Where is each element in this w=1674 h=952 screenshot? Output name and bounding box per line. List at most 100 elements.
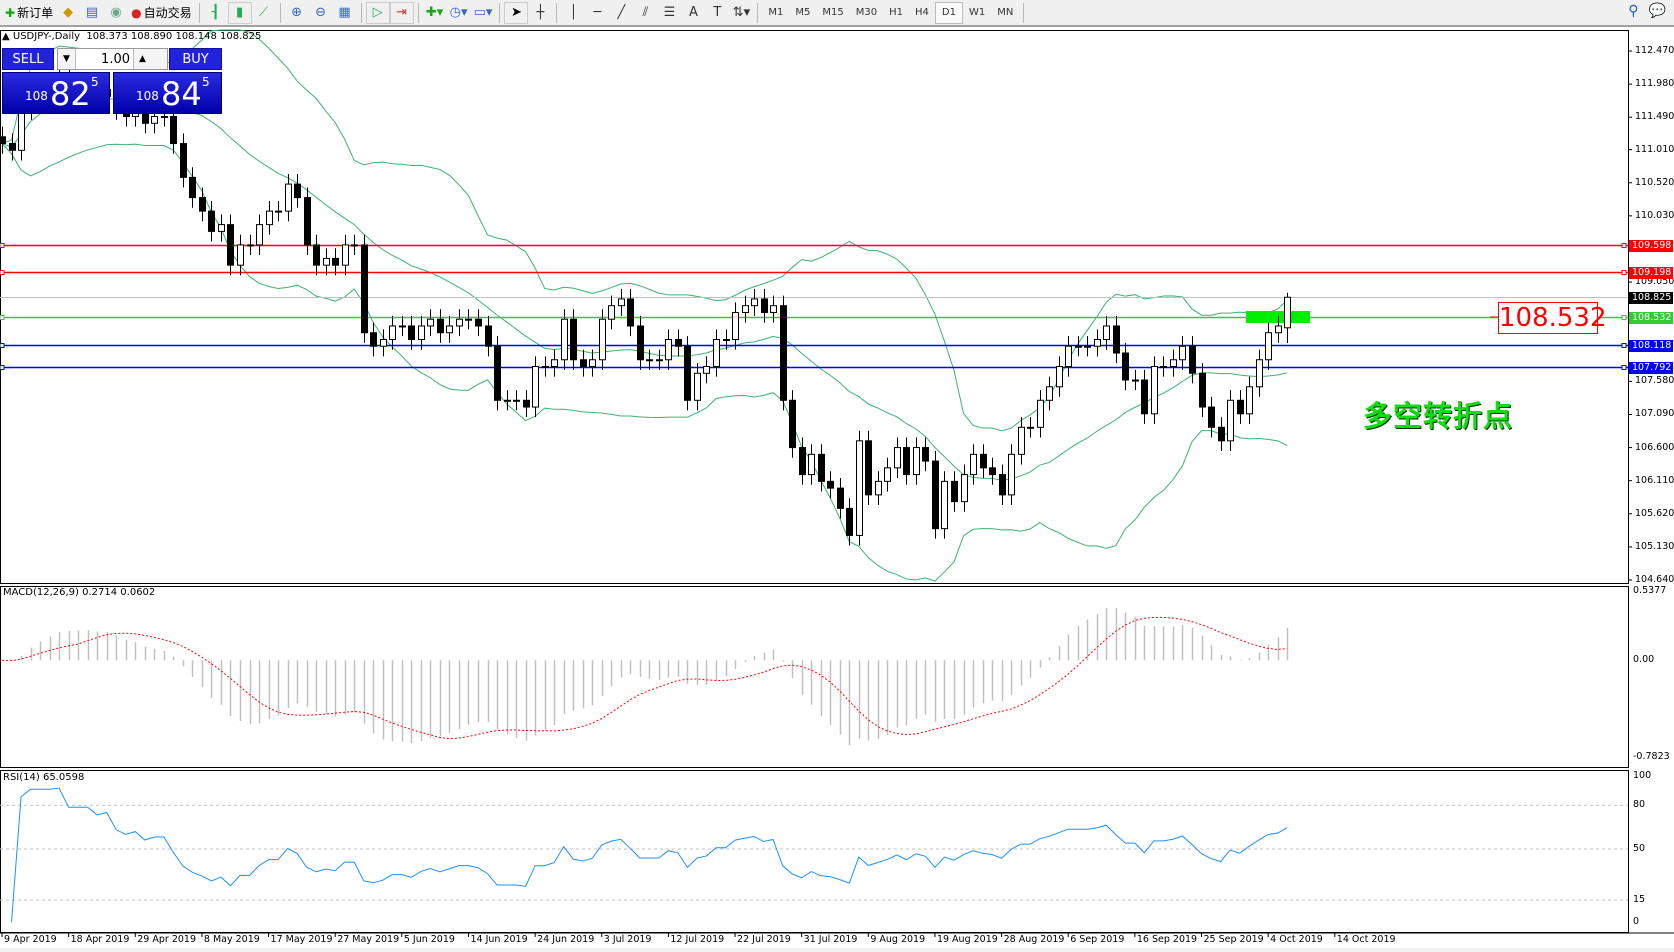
chart-shift-button[interactable]: ⇥: [389, 1, 414, 24]
candle-bear: [865, 440, 872, 496]
text-label-icon: T: [713, 5, 722, 20]
navigator-icon: ▤: [85, 5, 99, 20]
navigator-button[interactable]: ▤: [80, 2, 104, 24]
candle-bear: [827, 480, 834, 489]
price-annotation-label[interactable]: 108.532: [1498, 302, 1607, 334]
date-label: 25 Sep 2019: [1203, 934, 1264, 945]
text-label-button[interactable]: T: [705, 2, 729, 24]
new-order-button[interactable]: ✚ 新订单: [2, 2, 56, 24]
line-chart-button[interactable]: ⟋: [252, 2, 276, 24]
timeframe-d1[interactable]: D1: [934, 1, 963, 24]
candle-bear: [675, 338, 682, 347]
candle-bear: [1208, 406, 1215, 428]
market-watch-button[interactable]: ◆: [56, 2, 80, 24]
candle-bull: [561, 318, 568, 361]
rsi-panel: [0, 770, 1629, 933]
candle-bear: [1199, 372, 1206, 408]
buy-price-box[interactable]: 108 84 5: [113, 72, 222, 114]
indicators-icon: ✚▾: [425, 5, 444, 20]
bollinger-middle: [1, 98, 1288, 481]
candle-bear: [475, 318, 482, 327]
timeframe-m15[interactable]: M15: [822, 7, 844, 18]
lot-increase-button[interactable]: ▲: [139, 54, 146, 64]
price-tick-label: 106.110: [1635, 474, 1674, 486]
candle-bear: [837, 487, 844, 509]
candle-bull: [256, 224, 263, 246]
vertical-line-button[interactable]: │: [561, 2, 585, 24]
timeframe-w1[interactable]: W1: [968, 7, 986, 18]
date-label: 27 May 2019: [337, 934, 400, 945]
auto-scroll-button[interactable]: ▷: [365, 1, 390, 24]
horizontal-line-icon: ─: [593, 5, 602, 20]
zoom-out-button[interactable]: ⊖: [309, 2, 333, 24]
timeframe-m5[interactable]: M5: [795, 7, 811, 18]
candle-bull: [504, 399, 511, 402]
candle-bull: [713, 338, 720, 368]
timeframe-m30[interactable]: M30: [855, 7, 878, 18]
buy-button[interactable]: BUY: [169, 48, 222, 70]
search-icon[interactable]: ⚲: [1628, 3, 1639, 19]
hline-handle: [0, 243, 5, 248]
candle-bear: [304, 197, 311, 246]
indicators-button[interactable]: ✚▾: [423, 2, 447, 24]
candle-bull: [1018, 426, 1025, 455]
toolbar-right: ⚲ 💬: [1628, 3, 1666, 19]
text-button[interactable]: A: [681, 2, 705, 24]
divider: [499, 2, 501, 23]
auto-trading-button[interactable]: ● 自动交易: [128, 2, 195, 24]
divider: [417, 2, 419, 23]
price-line-label: 107.792: [1629, 361, 1673, 374]
macd-tick-label: -0.7823: [1633, 751, 1670, 762]
trendline-button[interactable]: ╱: [609, 2, 633, 24]
sell-button[interactable]: SELL: [2, 48, 54, 70]
candle-bull: [275, 210, 282, 213]
date-label: 5 Jun 2019: [403, 934, 455, 945]
candle-bull: [1075, 345, 1082, 348]
candle-bull: [723, 338, 730, 341]
date-label: 9 Apr 2019: [4, 934, 57, 945]
tile-windows-button[interactable]: ▦: [333, 2, 357, 24]
sell-price-box[interactable]: 108 82 5: [2, 72, 110, 114]
periodicity-button[interactable]: ◷▾: [447, 2, 471, 24]
date-label: 17 May 2019: [270, 934, 333, 945]
fibonacci-button[interactable]: ☰: [657, 2, 681, 24]
candle-bull: [884, 467, 891, 482]
templates-button[interactable]: ▭▾: [471, 2, 496, 24]
candle-bull: [351, 244, 358, 247]
turning-point-annotation[interactable]: 多空转折点: [1363, 399, 1514, 433]
timeframe-m1[interactable]: M1: [768, 7, 784, 18]
lot-decrease-button[interactable]: ▼: [63, 54, 70, 64]
crosshair-icon: ┼: [536, 5, 545, 20]
candle-bull: [1227, 399, 1234, 442]
candle-bull: [1179, 345, 1186, 361]
price-tick-label: 112.470: [1635, 45, 1674, 56]
timeframe-h4[interactable]: H4: [915, 7, 929, 18]
chat-icon[interactable]: 💬: [1648, 3, 1666, 19]
candle-bear: [922, 447, 929, 462]
candle-bull: [247, 244, 254, 247]
arrows-button[interactable]: ⇅▾: [729, 2, 753, 24]
zoom-in-button[interactable]: ⊕: [285, 2, 309, 24]
hline-handle: [0, 270, 5, 275]
candle-bull: [694, 372, 701, 401]
candle-bull: [418, 325, 425, 340]
equidistant-channel-button[interactable]: ⫽: [633, 2, 657, 24]
cursor-button[interactable]: ➤: [504, 1, 529, 24]
candle-bear: [170, 116, 177, 145]
horizontal-line-button[interactable]: ─: [585, 2, 609, 24]
rsi-tick-label: 15: [1633, 894, 1646, 906]
bar-chart-button[interactable]: ┨: [204, 2, 228, 24]
timeframe-h1[interactable]: H1: [889, 7, 903, 18]
collapse-arrow-icon[interactable]: ▲: [2, 31, 10, 42]
candle-bear: [799, 447, 806, 476]
timeframe-mn[interactable]: MN: [997, 7, 1014, 18]
candle-bull: [732, 311, 739, 340]
lot-input[interactable]: [75, 49, 134, 69]
candlestick-button[interactable]: ▮: [227, 1, 252, 24]
crosshair-button[interactable]: ┼: [528, 2, 552, 24]
price-line-label: 108.118: [1629, 339, 1673, 352]
signals-button[interactable]: ◉: [104, 2, 128, 24]
price-tick-label: 111.980: [1635, 78, 1674, 90]
trendline-icon: ╱: [617, 5, 626, 20]
